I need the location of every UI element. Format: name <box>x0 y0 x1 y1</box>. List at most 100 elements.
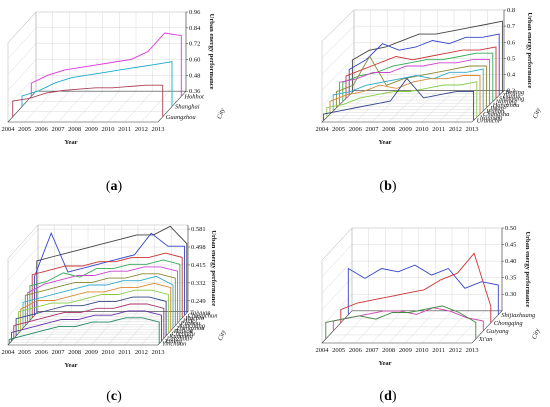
grid-line <box>74 311 105 346</box>
series-label: Nanchang <box>177 323 205 330</box>
series-label: Shanghai <box>175 104 200 111</box>
series-line-shenyang <box>345 46 497 99</box>
y-tick-label: 0.40 <box>505 258 516 265</box>
series-line-shanghai <box>21 61 173 107</box>
y-tick-label: 0.30 <box>505 291 516 298</box>
grid-line <box>107 91 137 123</box>
grid-line <box>7 228 39 263</box>
x-axis-label: Year <box>65 362 78 369</box>
z-axis-label: City <box>216 107 226 120</box>
series-line-nanjing <box>342 52 494 102</box>
grid-line <box>321 58 355 90</box>
series-line-haikou <box>20 282 172 331</box>
grid-line <box>124 311 155 346</box>
grid-line <box>91 91 120 123</box>
y-tick-label: 0.415 <box>191 262 206 269</box>
series-label: Yinchuan <box>162 341 186 348</box>
x-tick-label: 2004 <box>316 347 330 354</box>
x-tick-label: 2012 <box>449 126 462 133</box>
y-axis-label: Urban energy performance <box>210 230 217 306</box>
grid-line <box>321 244 353 277</box>
x-tick-label: 2007 <box>366 126 380 133</box>
series-label: Harbin <box>184 315 204 322</box>
grid-line <box>107 311 139 346</box>
left-wall <box>321 227 353 344</box>
series-line-tianjin <box>348 33 500 96</box>
series-line-fuzhou <box>27 266 179 323</box>
x-axis-label: Year <box>65 139 78 146</box>
x-axis-label: Year <box>379 139 392 146</box>
series-line-urumchi <box>323 77 475 121</box>
grid-line <box>7 27 37 59</box>
series-label: Changsha <box>483 111 509 118</box>
z-axis-label: City <box>531 328 541 341</box>
series-line-lanzhou <box>13 303 165 339</box>
y-tick-label: 0.45 <box>505 242 516 249</box>
grid-line <box>41 91 70 123</box>
grid-line <box>57 91 87 123</box>
x-tick-label: 2009 <box>399 126 412 133</box>
grid-line <box>24 311 55 346</box>
y-tick-label: 0.60 <box>189 57 200 64</box>
series-label: Nanning <box>479 114 503 121</box>
grid-line <box>91 311 122 346</box>
x-tick-label: 2011 <box>118 126 131 133</box>
series-line-beijing <box>351 20 503 93</box>
x-tick-label: 2006 <box>349 126 363 133</box>
x-tick-label: 2011 <box>432 347 445 354</box>
series-label: Taiyuan <box>190 310 211 317</box>
series-label: Chengdu <box>171 330 195 337</box>
grid-line <box>321 42 355 74</box>
x-tick-label: 2007 <box>52 126 66 133</box>
series-label: Shijiazhuang <box>501 312 536 319</box>
series-label: Wuhan <box>486 108 504 115</box>
series-line-harbin <box>31 252 183 318</box>
grid-line <box>141 91 170 123</box>
series-label: Hefei <box>182 317 197 324</box>
series-label: Fuzhou <box>180 320 201 327</box>
x-tick-label: 2013 <box>466 126 479 133</box>
y-tick-label: 0.249 <box>191 298 206 305</box>
grid-line <box>57 311 89 346</box>
x-tick-label: 2004 <box>2 126 16 133</box>
x-tick-label: 2004 <box>316 126 330 133</box>
y-tick-label: 0.36 <box>189 88 201 95</box>
series-line-changsha <box>329 75 481 115</box>
x-tick-label: 2013 <box>152 126 165 133</box>
grid-line <box>7 43 37 75</box>
x-tick-label: 2008 <box>68 349 81 356</box>
series-line-hefei <box>29 259 181 321</box>
series-label: Chongqing <box>494 320 524 327</box>
series-line-chongqing <box>340 252 492 323</box>
series-label: Beijing <box>505 89 525 96</box>
series-line-xining <box>11 310 162 342</box>
chart-panel-a: 0.36 0.48 0.60 0.72 0.84 0.96 Urban energy per… <box>2 9 227 146</box>
y-tick-label: 0.48 <box>189 72 200 79</box>
panel-label-d: (d) <box>379 389 396 404</box>
z-axis-label: City <box>217 329 227 342</box>
grid-line <box>321 25 355 58</box>
x-tick-label: 2012 <box>135 349 148 356</box>
grid-line <box>321 294 353 327</box>
series-line-guangzhou <box>12 84 164 117</box>
x-tick-label: 2005 <box>18 349 31 356</box>
x-tick-label: 2005 <box>18 126 31 133</box>
x-tick-label: 2007 <box>366 347 380 354</box>
x-tick-label: 2013 <box>466 347 479 354</box>
series-line-shijiazhuang <box>347 264 499 315</box>
y-tick-label: 0.7 <box>507 23 516 30</box>
y-tick-label: 0.96 <box>189 9 201 16</box>
series-label: Tianjin <box>502 92 520 99</box>
series-line-jinan <box>335 55 487 108</box>
grid-line <box>24 91 53 123</box>
y-axis-label: Urban energy performance <box>524 231 531 307</box>
series-line-chengdu <box>17 289 169 334</box>
grid-line <box>7 282 39 317</box>
series-label: Zhengzhou <box>176 325 205 332</box>
series-label: Urumchi <box>477 117 500 124</box>
x-tick-label: 2010 <box>416 347 429 354</box>
x-tick-label: 2010 <box>102 126 115 133</box>
series-line-xi-an <box>325 305 477 339</box>
panel-label-c: (c) <box>106 389 122 404</box>
y-tick-label: 0.4 <box>507 72 516 79</box>
